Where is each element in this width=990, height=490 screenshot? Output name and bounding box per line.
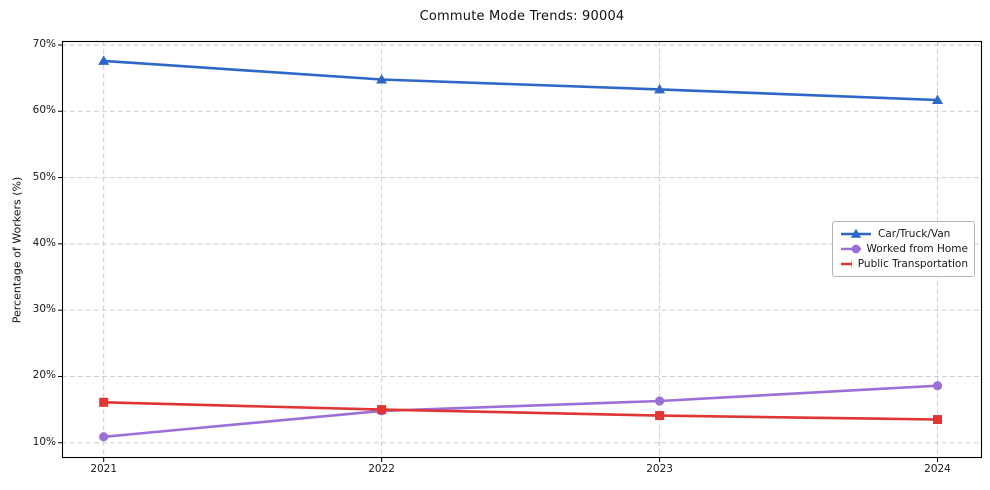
- y-tick-label: 30%: [32, 303, 56, 316]
- triangle-marker: [98, 55, 110, 65]
- legend-label: Worked from Home: [866, 243, 968, 255]
- y-tick-label: 20%: [32, 369, 56, 382]
- series-line-0: [103, 59, 938, 102]
- square-marker: [99, 397, 109, 407]
- y-tick-label: 60%: [32, 104, 56, 117]
- x-tick-label: 2022: [368, 463, 395, 475]
- x-tick-label: 2024: [924, 463, 951, 475]
- circle-marker: [99, 432, 109, 442]
- x-tick-label: 2023: [646, 463, 673, 475]
- legend-circle-marker-icon: [841, 244, 861, 254]
- triangle-marker: [654, 83, 666, 94]
- triangle-marker: [932, 94, 944, 105]
- square-marker: [377, 405, 387, 415]
- legend-box: Car/Truck/Van Worked from Home Public Tran…: [832, 221, 975, 277]
- square-marker: [933, 415, 943, 425]
- y-tick-label: 40%: [32, 236, 56, 249]
- y-tick-label: 70%: [32, 37, 56, 50]
- circle-marker: [932, 381, 943, 391]
- triangle-marker: [376, 73, 388, 84]
- triangle-marker: [850, 228, 862, 238]
- legend-triangle-marker-icon: [841, 228, 871, 238]
- x-tick-label: 2021: [90, 463, 118, 475]
- series-line-1: [103, 384, 938, 439]
- legend-item-0: Car/Truck/Van: [840, 227, 968, 241]
- series-line-2: [103, 401, 938, 421]
- y-axis-label: Percentage of Workers (%): [10, 176, 24, 324]
- legend-item-2: Public Transportation: [840, 257, 968, 271]
- plot-border: [61, 40, 983, 459]
- legend-item-1: Worked from Home: [840, 242, 968, 256]
- plot-area: [58, 40, 983, 462]
- square-marker: [655, 411, 665, 421]
- circle-marker: [654, 396, 665, 406]
- y-tick-label: 50%: [32, 170, 56, 183]
- chart-title: Commute Mode Trends: 90004: [419, 9, 625, 24]
- legend-label: Public Transportation: [857, 258, 968, 270]
- circle-marker: [851, 244, 861, 254]
- legend-square-marker-icon: [841, 259, 852, 269]
- y-tick-label: 10%: [32, 435, 56, 448]
- legend-label: Car/Truck/Van: [878, 228, 951, 240]
